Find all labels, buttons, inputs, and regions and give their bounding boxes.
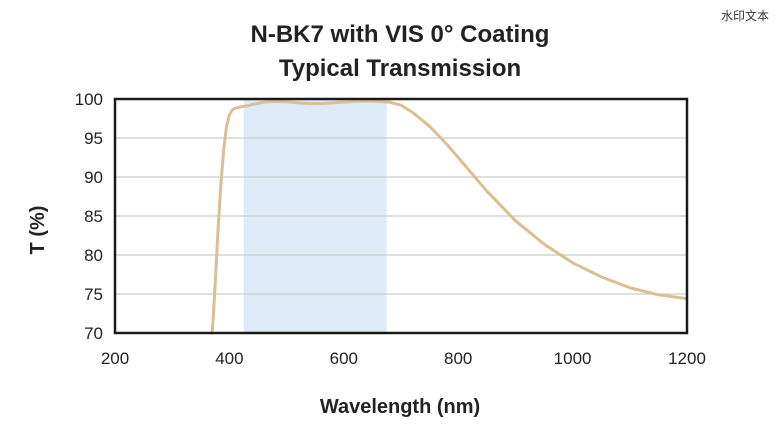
y-tick-label-90: 90 xyxy=(84,168,103,187)
x-tick-label-600: 600 xyxy=(330,349,358,368)
series-line-0 xyxy=(210,99,689,335)
y-tick-labels: 70 75 80 85 90 95 100 xyxy=(75,90,103,343)
watermark-text: 水印文本 xyxy=(721,8,769,23)
chart-title-line-1: N-BK7 with VIS 0° Coating xyxy=(251,21,550,48)
y-tick-label-85: 85 xyxy=(84,207,103,226)
series-layer xyxy=(210,99,689,335)
chart-title-line-2: Typical Transmission xyxy=(279,55,521,82)
y-tick-label-80: 80 xyxy=(84,246,103,265)
x-tick-label-1000: 1000 xyxy=(554,349,592,368)
x-axis-title: Wavelength (nm) xyxy=(320,396,480,418)
x-tick-labels: 200 400 600 800 1000 1200 xyxy=(101,349,706,368)
plot-frame xyxy=(113,97,689,335)
y-tick-label-100: 100 xyxy=(75,90,103,109)
x-tick-label-800: 800 xyxy=(444,349,472,368)
y-tick-label-75: 75 xyxy=(84,285,103,304)
x-tick-label-1200: 1200 xyxy=(668,349,706,368)
plot-frame-layer xyxy=(113,97,689,335)
gridlines xyxy=(115,137,687,295)
y-axis-title: T (%) xyxy=(27,206,49,255)
x-tick-label-400: 400 xyxy=(215,349,243,368)
y-tick-label-70: 70 xyxy=(84,324,103,343)
y-tick-label-95: 95 xyxy=(84,129,103,148)
x-tick-label-200: 200 xyxy=(101,349,129,368)
